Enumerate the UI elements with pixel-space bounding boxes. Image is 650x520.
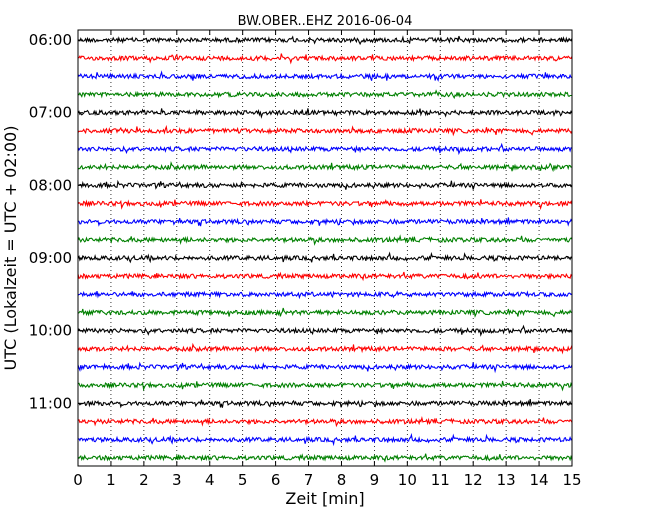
trace-line: [77, 70, 573, 82]
trace-line: [77, 432, 573, 447]
x-axis-label: Zeit [min]: [285, 489, 364, 508]
x-tick-label: 3: [172, 471, 182, 489]
traces: [77, 35, 573, 463]
trace-line: [77, 416, 573, 428]
y-ticks: 06:00 07:00 08:00 09:00 10:00 11:00: [29, 31, 572, 412]
trace-line: [77, 290, 573, 300]
trace-line: [77, 453, 573, 463]
trace-line: [77, 251, 573, 264]
trace-line: [77, 35, 573, 46]
trace-line: [77, 380, 573, 392]
y-tick-label: 11:00: [29, 394, 72, 412]
x-tick-label: 2: [139, 471, 149, 489]
grid: [110, 30, 540, 466]
x-tick-label: 12: [464, 471, 483, 489]
trace-line: [77, 307, 573, 318]
y-tick-label: 06:00: [29, 31, 72, 49]
x-tick-label: 10: [398, 471, 417, 489]
trace-line: [77, 234, 573, 246]
x-tick-label: 9: [370, 471, 380, 489]
x-tick-label: 0: [73, 471, 83, 489]
y-tick-label: 07:00: [29, 104, 72, 122]
chart-title: BW.OBER..EHZ 2016-06-04: [238, 14, 413, 29]
x-ticks: 0 1 2 3 4 5 6 7 8 9 10 11 12 13 14 15: [73, 30, 582, 489]
x-tick-label: 6: [271, 471, 281, 489]
x-tick-label: 7: [304, 471, 314, 489]
trace-line: [77, 217, 573, 227]
trace-line: [77, 179, 573, 190]
x-tick-label: 1: [106, 471, 116, 489]
y-tick-label: 09:00: [29, 249, 72, 267]
x-tick-label: 8: [337, 471, 347, 489]
trace-line: [77, 89, 572, 100]
trace-line: [77, 160, 573, 173]
trace-line: [77, 399, 573, 409]
x-tick-label: 4: [205, 471, 215, 489]
trace-line: [77, 124, 573, 137]
trace-line: [77, 361, 573, 374]
trace-line: [77, 342, 573, 355]
trace-line: [77, 271, 573, 282]
x-tick-label: 5: [238, 471, 248, 489]
trace-line: [77, 108, 573, 119]
x-tick-label: 11: [431, 471, 450, 489]
trace-line: [77, 324, 573, 337]
plot-frame: [77, 29, 573, 467]
x-tick-label: 13: [497, 471, 516, 489]
trace-line: [77, 199, 573, 211]
trace-line: [77, 53, 573, 65]
y-tick-label: 08:00: [29, 176, 72, 194]
x-tick-label: 15: [562, 471, 581, 489]
x-tick-label: 14: [530, 471, 549, 489]
y-tick-label: 10:00: [29, 322, 72, 340]
y-axis-label: UTC (Lokalzeit = UTC + 02:00): [1, 126, 20, 371]
trace-line: [77, 142, 573, 156]
